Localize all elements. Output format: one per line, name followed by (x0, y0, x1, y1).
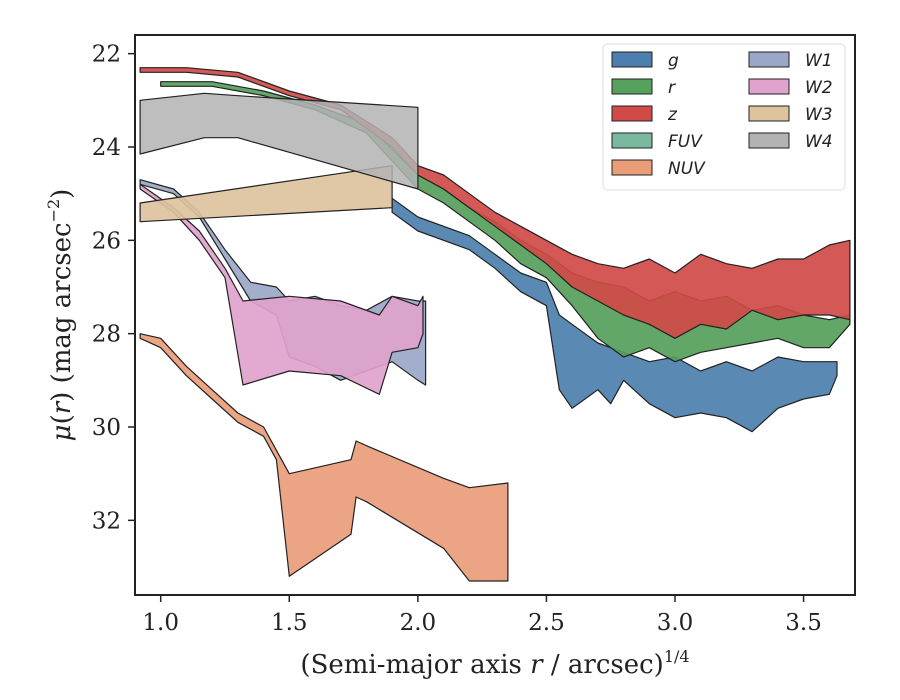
x-tick-label: 2.5 (528, 610, 565, 636)
y-axis-label: μ(r) (mag arcsec−2) (44, 189, 77, 442)
legend-swatch-FUV (611, 132, 653, 149)
x-tick-label: 1.5 (271, 610, 308, 636)
legend-label-FUV: FUV (668, 132, 703, 152)
legend-label-z: z (667, 105, 678, 125)
x-tick-label: 2.0 (400, 610, 437, 636)
legend-swatch-W3 (748, 105, 790, 122)
band-z (139, 67, 851, 339)
band-NUV (139, 333, 509, 582)
legend-swatch-W1 (748, 51, 790, 68)
legend: grz FUV NUV W1 W2 W3 W4 (602, 43, 846, 191)
y-tick-label: 26 (92, 228, 121, 254)
legend-swatch-r (611, 78, 653, 95)
y-tick-label: 30 (92, 415, 121, 441)
legend-label-r: r (668, 78, 676, 98)
axis-ticks: 1.0 1.5 2.0 2.5 3.0 3.5 22 24 26 28 30 32 (92, 42, 822, 636)
legend-swatch-NUV (611, 159, 653, 176)
legend-swatch-W2 (748, 78, 790, 95)
x-tick-label: 1.0 (142, 610, 179, 636)
y-tick-label: 22 (92, 42, 121, 68)
legend-label-NUV: NUV (668, 159, 706, 179)
legend-label-W3: W3 (805, 105, 833, 125)
band-W2 (139, 183, 424, 395)
y-tick-label: 28 (92, 322, 121, 348)
band-W3 (139, 165, 393, 223)
legend-swatch-z (611, 105, 653, 122)
legend-label-W2: W2 (805, 78, 833, 98)
y-tick-label: 32 (92, 508, 121, 534)
legend-swatch-g (611, 51, 653, 68)
plot-frame (134, 34, 856, 596)
legend-label-W1: W1 (805, 51, 833, 71)
plot-bands (139, 67, 851, 582)
y-tick-label: 24 (92, 135, 121, 161)
legend-label-W4: W4 (805, 132, 833, 152)
x-axis-label: (Semi-major axis r / arcsec)1/4 (300, 647, 689, 680)
legend-swatch-W4 (748, 132, 790, 149)
band-W4 (139, 92, 419, 190)
x-tick-label: 3.0 (657, 610, 694, 636)
band-g (391, 197, 838, 433)
legend-label-g: g (668, 51, 679, 71)
x-tick-label: 3.5 (785, 610, 822, 636)
